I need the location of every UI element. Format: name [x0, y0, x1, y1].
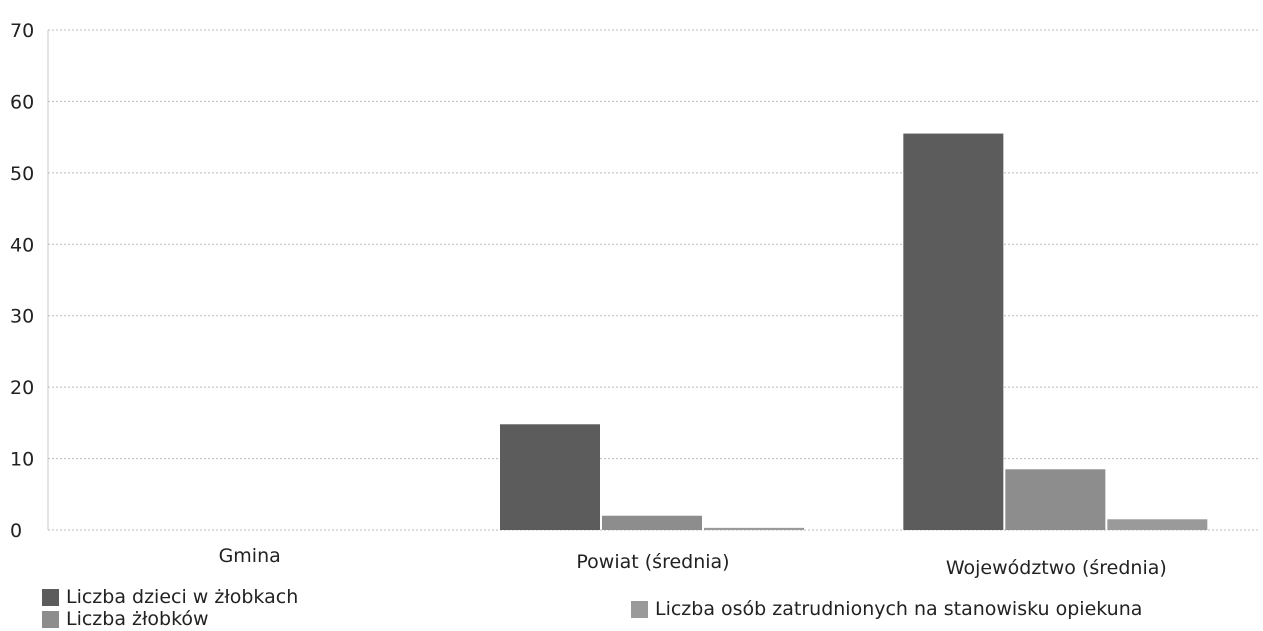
legend-swatch-dzieci: [42, 588, 59, 606]
y-tick-label: 70: [10, 20, 34, 42]
legend-label-opiekuna: Liczba osób zatrudnionych na stanowisku …: [655, 598, 1143, 620]
y-axis-ticks: 0 10 20 30 40 50 60 70: [10, 20, 34, 542]
legend-item-zlobkow: Liczba żłobków: [42, 608, 209, 630]
legend-swatch-opiekuna: [631, 600, 648, 618]
bar-1-3: [903, 133, 1004, 531]
y-tick-label: 60: [10, 91, 34, 113]
y-tick-label: 50: [10, 163, 34, 185]
bar-2-3: [1005, 469, 1106, 530]
y-tick-label: 10: [10, 449, 34, 471]
legend-item-dzieci: Liczba dzieci w żłobkach: [42, 586, 298, 608]
y-tick-label: 0: [10, 520, 22, 542]
legend-item-opiekuna: Liczba osób zatrudnionych na stanowisku …: [631, 598, 1142, 620]
x-category-label: Województwo (średnia): [946, 557, 1167, 579]
x-category-label: Gmina: [219, 545, 281, 567]
x-axis-categories: Gmina Powiat (średnia) Województwo (średni…: [219, 545, 1167, 579]
y-tick-label: 40: [10, 234, 34, 256]
gridlines: [47, 29, 1258, 531]
legend-label-zlobkow: Liczba żłobków: [66, 608, 209, 630]
bar-2-2: [602, 515, 702, 530]
legend-label-dzieci: Liczba dzieci w żłobkach: [66, 586, 299, 608]
bar-3-2: [704, 527, 804, 530]
y-tick-label: 30: [10, 306, 34, 328]
legend-swatch-zlobkow: [42, 610, 59, 628]
bar-3-3: [1107, 519, 1208, 530]
bars: [500, 133, 1208, 531]
bar-1-2: [500, 424, 600, 530]
y-tick-label: 20: [10, 377, 34, 399]
x-category-label: Powiat (średnia): [576, 551, 729, 573]
